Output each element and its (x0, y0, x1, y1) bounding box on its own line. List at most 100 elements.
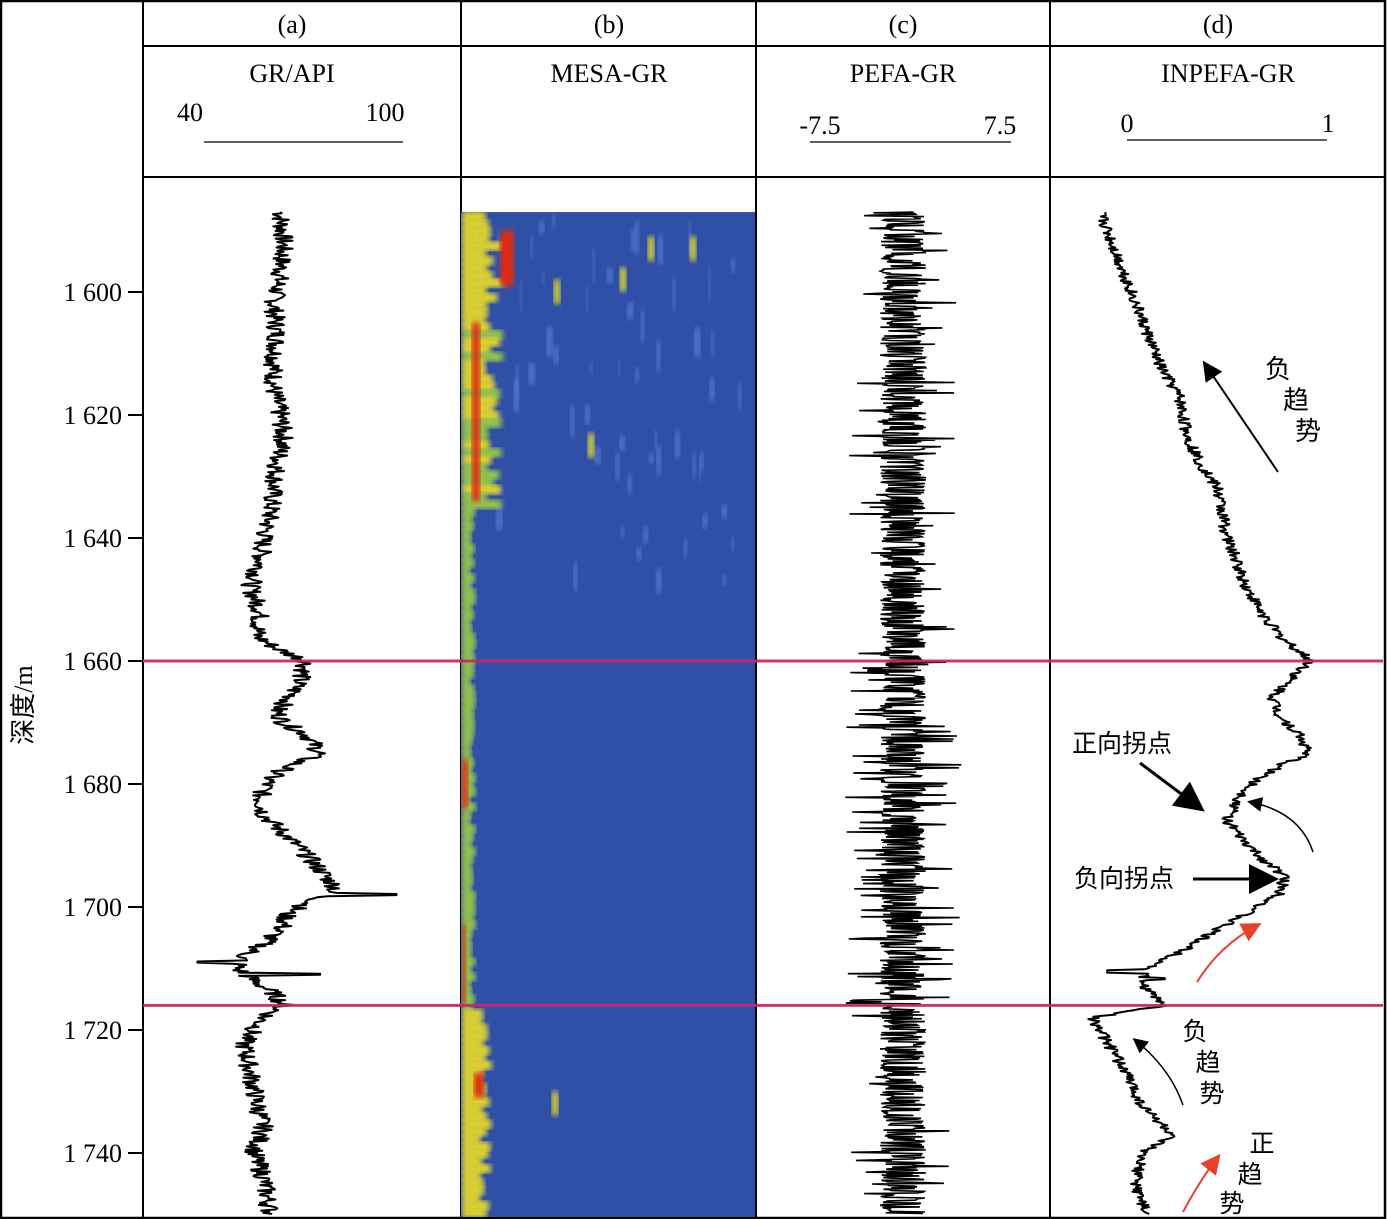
mesa-spectrum-image (461, 212, 755, 1217)
mesa-streak (530, 235, 533, 258)
mesa-band (462, 957, 476, 967)
mesa-spot (648, 236, 654, 261)
mesa-band (462, 935, 472, 945)
sequence-boundaries (143, 659, 1383, 1007)
mesa-streak (694, 328, 701, 357)
gr-scale-min: 40 (177, 98, 203, 127)
depth-tick-label: 1 740 (64, 1139, 123, 1168)
depth-axis: 1 600 1 620 1 640 1 660 1 680 1 700 1 720 1 740 (64, 278, 143, 1168)
mesa-band (462, 529, 472, 539)
annot-negative-inflection: 负向拐点 (1074, 865, 1174, 893)
mesa-streak (497, 232, 501, 249)
inpefa-curve (1087, 212, 1314, 1215)
mesa-streak (551, 214, 556, 228)
mesa-band (462, 927, 473, 937)
mesa-band (462, 1060, 492, 1070)
mesa-band (462, 263, 488, 273)
mesa-band (462, 905, 476, 915)
mesa-hot-zone (462, 925, 466, 1006)
mesa-band (462, 706, 474, 716)
mesa-streak (675, 431, 680, 459)
mesa-band (462, 640, 476, 650)
mesa-band (462, 942, 472, 952)
mesa-band (462, 1178, 484, 1188)
mesa-band (462, 595, 476, 605)
annot-positive-trend-c1: 正 (1249, 1131, 1274, 1158)
mesa-band (462, 248, 487, 258)
annot-negative-trend-1-arrow (1202, 360, 1279, 473)
mesa-streak (539, 221, 545, 235)
mesa-band (462, 1097, 490, 1107)
mesa-streak (656, 446, 661, 476)
mesa-streak (731, 536, 735, 552)
mesa-band (462, 219, 489, 229)
mesa-band (462, 994, 475, 1004)
mesa-band (462, 1208, 487, 1217)
mesa-band (462, 654, 476, 664)
mesa-band (462, 499, 502, 509)
mesa-band (462, 1038, 484, 1048)
panel-label-b: (b) (594, 10, 624, 39)
mesa-streak (627, 474, 632, 494)
depth-tick-label: 1 620 (64, 401, 123, 430)
mesa-band (462, 625, 472, 635)
mesa-band (462, 418, 502, 428)
mesa-band (462, 898, 476, 908)
mesa-spot (620, 267, 626, 292)
depth-tick-label: 1 600 (64, 278, 123, 307)
pefa-scale-min: -7.5 (799, 111, 840, 140)
mesa-streak (589, 361, 593, 375)
mesa-band (462, 817, 471, 827)
mesa-streak (529, 363, 535, 385)
mesa-streak (515, 365, 519, 395)
mesa-band (462, 662, 475, 672)
mesa-streak (630, 229, 635, 252)
mesa-band (462, 470, 500, 480)
mesa-streak (672, 278, 676, 311)
track-title-inpefa: INPEFA-GR (1161, 59, 1296, 88)
panel-label-c: (c) (889, 10, 918, 39)
mesa-streak (553, 346, 559, 365)
mesa-band (462, 846, 476, 856)
annot-upper-curved-arrow (1247, 797, 1314, 853)
mesa-streak (615, 452, 620, 480)
trend-annotations: 负 趋 势 正向拐点 负向拐点 负 趋 势 正 趋 势 (1072, 355, 1321, 1218)
annot-negative-trend-1-c2: 趋 (1283, 386, 1309, 415)
depth-tick-label: 1 660 (64, 647, 123, 676)
annot-negative-trend-2-c2: 趋 (1195, 1049, 1220, 1077)
mesa-streak (620, 527, 625, 538)
mesa-band (462, 1090, 486, 1100)
mesa-band (462, 1075, 482, 1085)
mesa-band (462, 573, 475, 583)
mesa-band (462, 809, 472, 819)
annot-positive-inflection-arrow (1139, 761, 1205, 812)
mesa-streak (702, 514, 708, 529)
mesa-streak (656, 568, 662, 593)
pefa-curve (845, 211, 962, 1215)
mesa-band (462, 854, 474, 864)
mesa-band (462, 536, 472, 546)
depth-axis-label: 深度/m (9, 665, 38, 744)
mesa-streak (692, 452, 696, 478)
mesa-streak (635, 367, 639, 383)
mesa-band (462, 1141, 491, 1151)
depth-tick-label: 1 640 (64, 524, 123, 553)
mesa-streak (519, 280, 522, 311)
inpefa-scale-max: 1 (1322, 109, 1335, 138)
mesa-band (462, 1119, 492, 1129)
mesa-streak (636, 547, 642, 561)
mesa-band (462, 603, 473, 613)
mesa-band (462, 271, 493, 281)
mesa-band (462, 684, 475, 694)
mesa-band (462, 448, 502, 458)
mesa-band (462, 669, 474, 679)
mesa-band (462, 868, 473, 878)
mesa-band (462, 831, 474, 841)
mesa-band (462, 581, 472, 591)
track-title-mesa: MESA-GR (550, 59, 668, 88)
mesa-band (462, 750, 472, 760)
mesa-band (462, 1031, 488, 1041)
depth-tick-label: 1 700 (64, 893, 123, 922)
mesa-hot-zone (500, 230, 514, 286)
mesa-band (462, 389, 501, 399)
